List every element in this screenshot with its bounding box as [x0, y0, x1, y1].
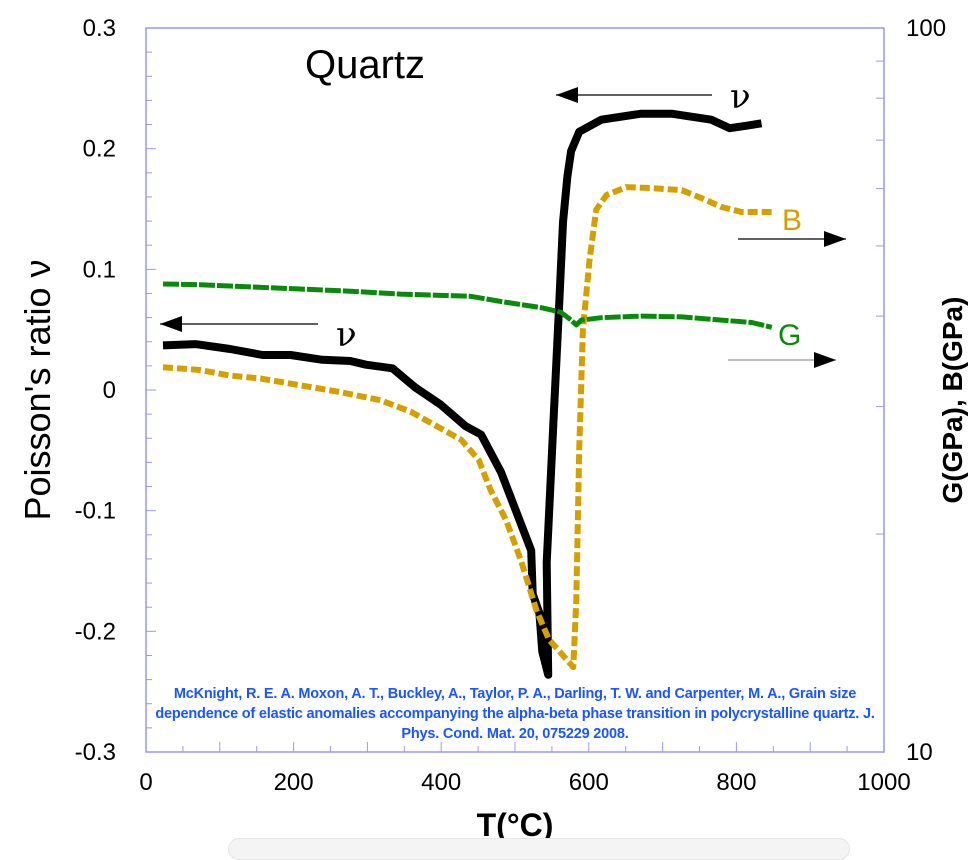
nu-upper-arrowhead-icon	[556, 87, 578, 103]
x-tick-label: 1000	[857, 769, 910, 796]
B-arrowhead-icon	[824, 231, 846, 247]
citation: McKnight, R. E. A. Moxon, A. T., Buckley…	[155, 686, 875, 742]
x-tick-label: 800	[716, 769, 756, 796]
nu-lower-label: ν	[336, 315, 357, 355]
y2-tick-label: 100	[906, 15, 946, 42]
x-tick-label: 0	[139, 769, 152, 796]
x-tick-label: 600	[569, 769, 609, 796]
series-line-B	[162, 184, 772, 671]
x-axis-label: T(°C)	[477, 807, 554, 843]
y-tick-label: -0.2	[75, 618, 116, 645]
y-tick-label: 0.3	[83, 15, 116, 42]
chart-title: Quartz	[305, 43, 425, 87]
y-tick-label: 0.2	[83, 136, 116, 163]
y2-tick-label: 10	[906, 739, 933, 766]
plot-frame	[145, 27, 885, 753]
B-label: B	[782, 204, 802, 237]
series-line-nu	[162, 109, 763, 679]
y2-axis-label: G(GPa), B(GPa)	[937, 297, 968, 504]
y-axis-label: Poisson's ratio ν	[17, 260, 58, 521]
y-tick-label: -0.3	[75, 739, 116, 766]
y-tick-label: -0.1	[75, 498, 116, 525]
x-tick-label: 400	[421, 769, 461, 796]
G-label: G	[778, 319, 801, 352]
y-tick-label: 0	[103, 377, 116, 404]
y-tick-label: 0.1	[83, 256, 116, 283]
nu-upper-label: ν	[730, 77, 751, 117]
x-tick-label: 200	[274, 769, 314, 796]
nu-lower-arrowhead-icon	[160, 316, 182, 332]
series-line-G	[162, 281, 773, 330]
bottom-bar	[228, 838, 850, 860]
G-arrowhead-icon	[814, 352, 836, 368]
